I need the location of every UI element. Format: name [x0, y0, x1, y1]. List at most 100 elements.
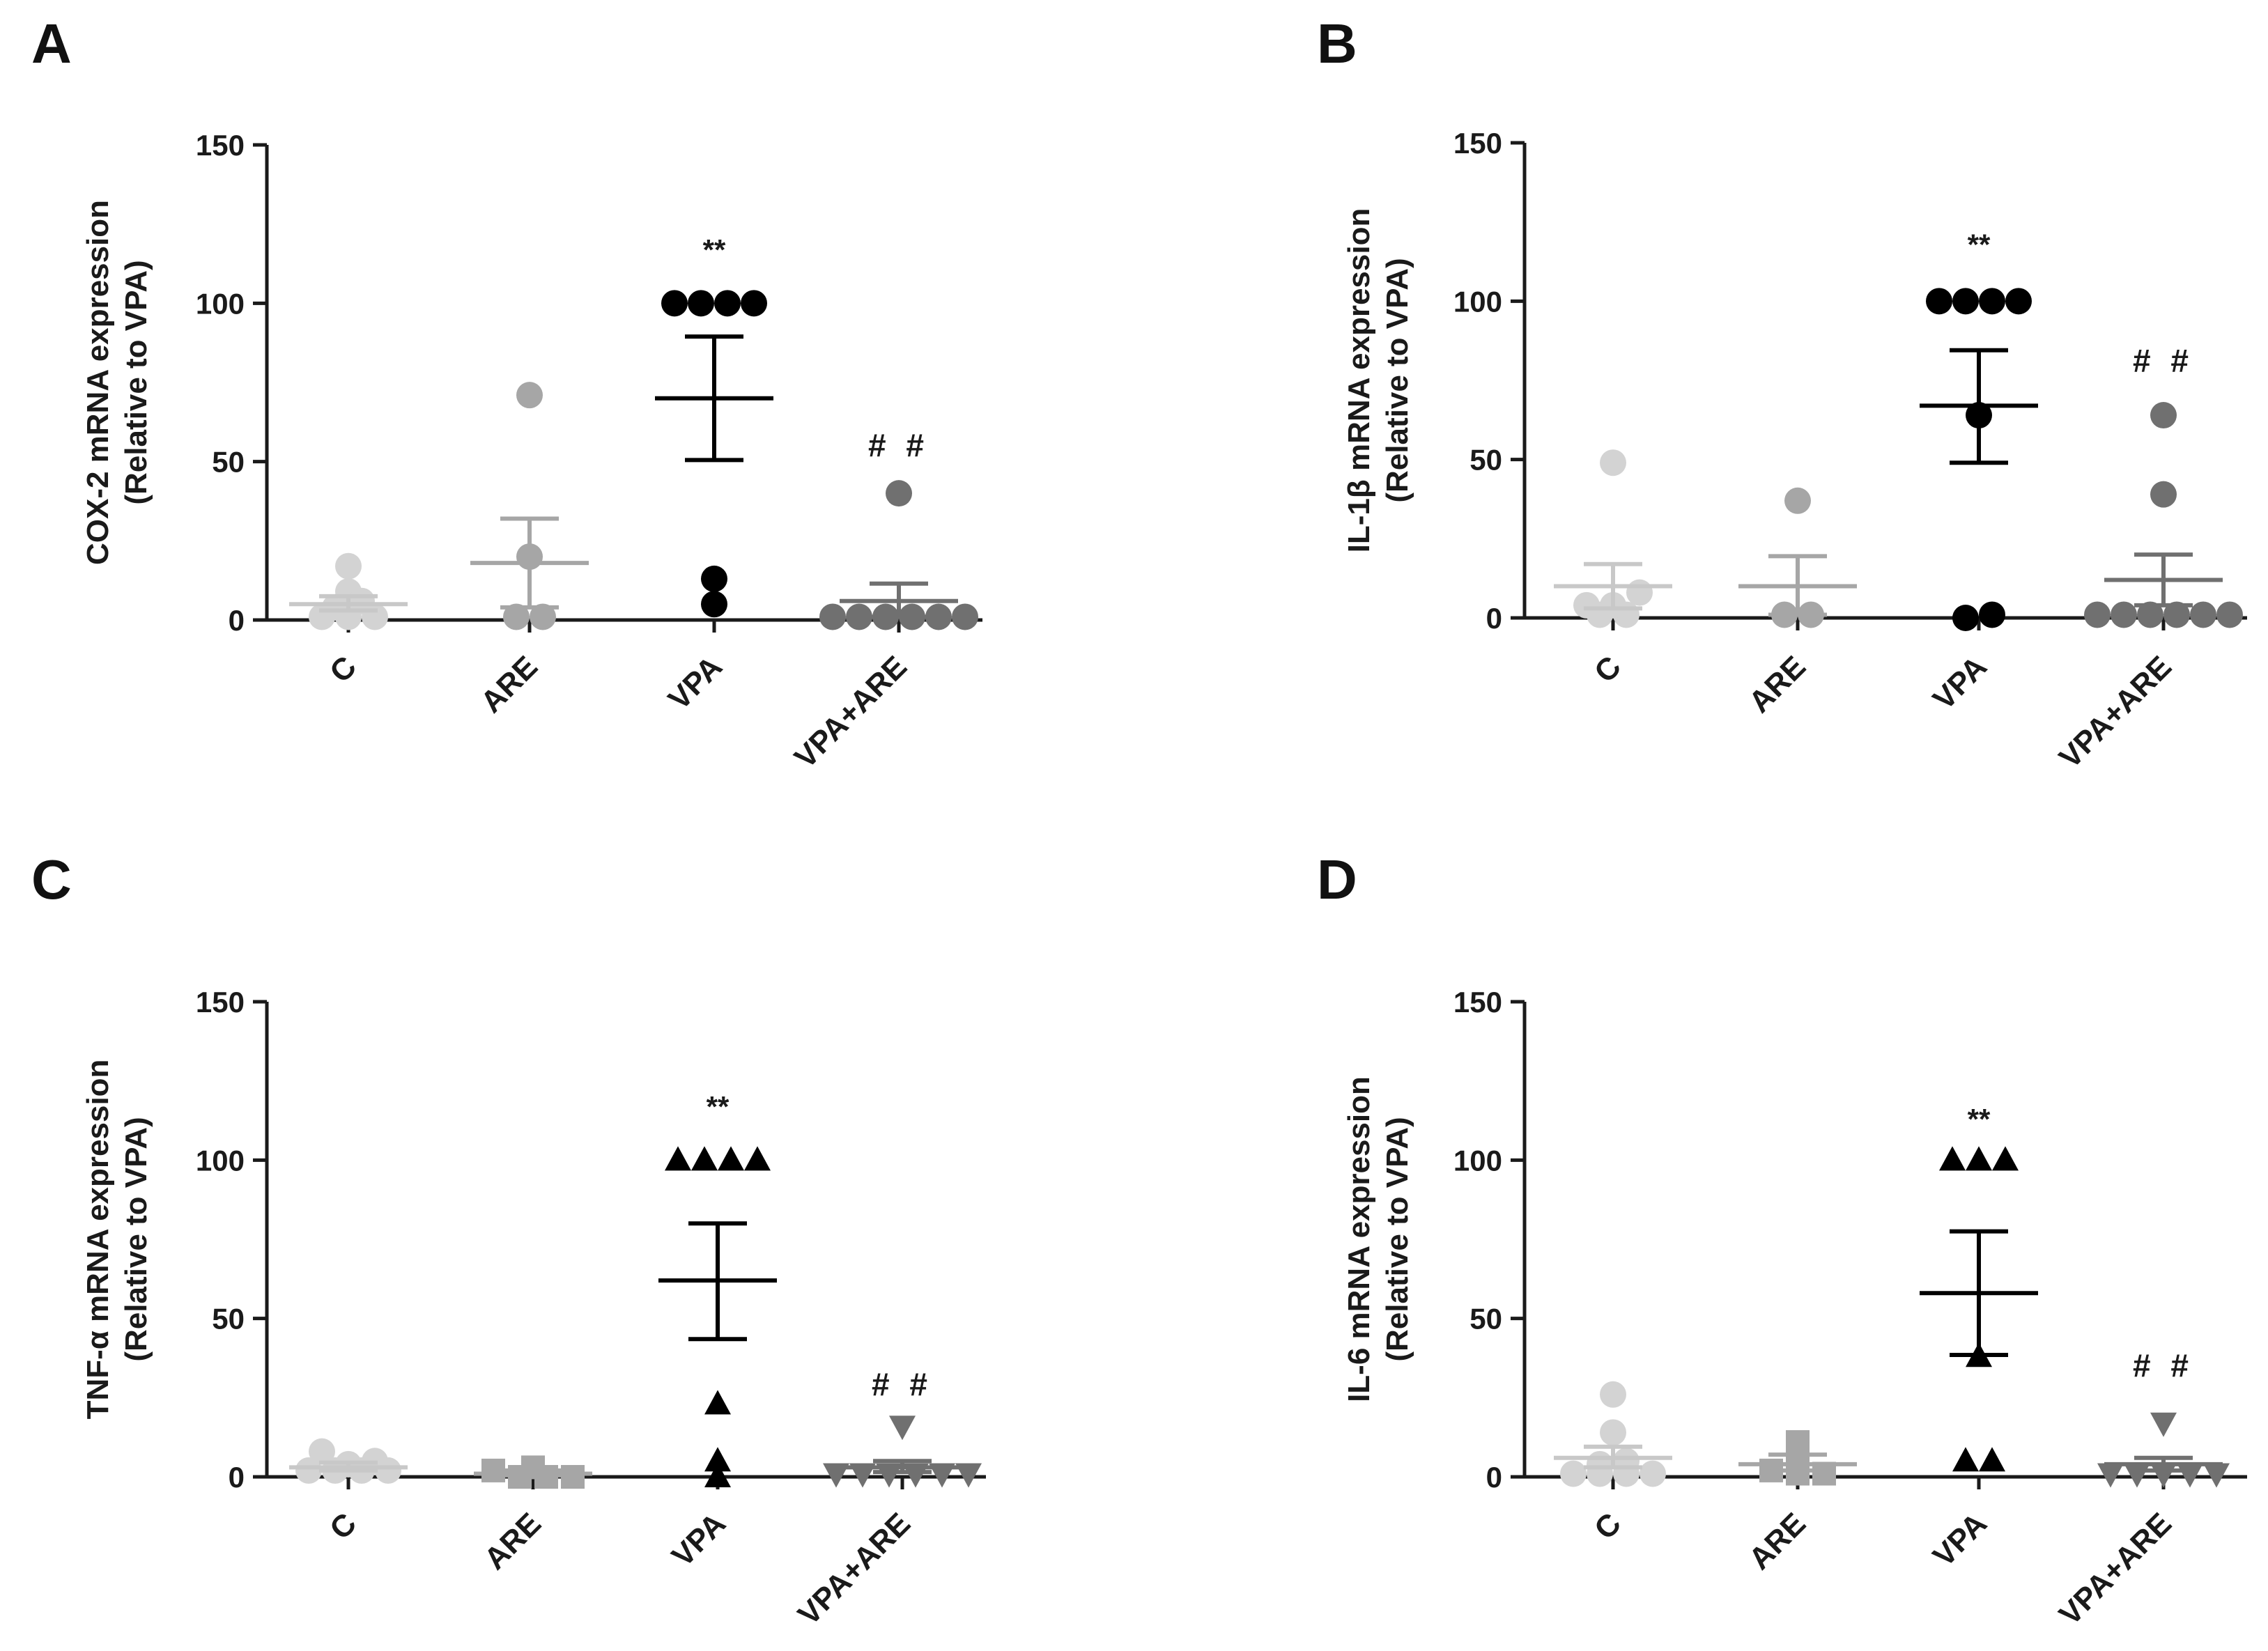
data-point	[704, 1447, 731, 1472]
data-point	[2203, 1463, 2230, 1488]
data-point	[1587, 1460, 1613, 1487]
x-category-label: ARE	[1743, 649, 1812, 719]
y-tick-label: 50	[212, 1303, 245, 1335]
data-point	[1600, 449, 1626, 476]
data-point	[1992, 1146, 2019, 1171]
y-tick-label: 50	[212, 446, 245, 479]
group-vpa	[655, 290, 773, 618]
data-point	[925, 603, 952, 630]
group-vpa	[1920, 1146, 2038, 1472]
data-point	[701, 565, 727, 592]
x-category-label: VPA	[662, 649, 729, 716]
data-point	[1939, 1146, 1966, 1171]
data-point	[846, 603, 872, 630]
data-point	[2137, 601, 2163, 628]
group-are	[1738, 1429, 1857, 1486]
y-tick-label: 150	[196, 986, 245, 1018]
significance-star-label: **	[703, 233, 726, 266]
y-tick-label: 0	[229, 1461, 245, 1494]
data-point	[295, 1457, 322, 1484]
data-point	[1560, 1460, 1587, 1487]
significance-hash-label: # #	[2133, 1347, 2194, 1383]
y-tick-label: 50	[1469, 1303, 1502, 1335]
data-point	[1952, 288, 1979, 315]
x-category-label: C	[323, 1506, 363, 1546]
data-point	[744, 1146, 771, 1171]
y-tick-label: 50	[1469, 444, 1502, 476]
group-vpa	[658, 1146, 777, 1487]
data-point	[2097, 1463, 2124, 1488]
x-category-label: VPA	[1927, 1506, 1993, 1573]
data-point	[1784, 487, 1811, 514]
data-point	[1966, 1146, 1992, 1171]
data-point	[1952, 605, 1979, 631]
group-vpa	[1920, 288, 2038, 631]
y-tick-label: 100	[1453, 285, 1502, 318]
y-tick-label: 0	[1486, 1461, 1502, 1494]
x-category-label: VPA	[665, 1506, 732, 1573]
data-point	[1626, 579, 1653, 606]
data-point	[823, 1463, 849, 1488]
data-point	[2005, 288, 2032, 315]
data-point	[1600, 1381, 1626, 1408]
data-point	[1786, 1429, 1810, 1454]
data-point	[1926, 288, 1952, 315]
data-point	[714, 290, 741, 317]
y-axis-title: COX-2 mRNA expression	[81, 200, 115, 565]
data-point	[309, 1438, 335, 1465]
data-point	[704, 1390, 731, 1415]
y-axis-title: IL-1β mRNA expression	[1342, 208, 1376, 553]
panel-letter: D	[1317, 848, 1357, 910]
data-point	[1979, 288, 2005, 315]
y-axis-title: (Relative to VPA)	[1380, 1117, 1414, 1361]
data-point	[2216, 601, 2243, 628]
y-tick-label: 150	[1453, 986, 1502, 1018]
panel-c: C TNF-α mRNA expression (Relative to VPA) 0…	[31, 848, 986, 1632]
x-category-label: VPA	[1927, 649, 1993, 716]
panel-letter: A	[31, 13, 72, 75]
data-point	[889, 1416, 916, 1441]
group-are	[474, 1455, 592, 1489]
x-category-label: C	[1588, 1506, 1628, 1546]
data-point	[1640, 1460, 1666, 1487]
panel-d: D IL-6 mRNA expression (Relative to VPA) 0 5…	[1317, 848, 2247, 1632]
significance-star-label: **	[707, 1090, 730, 1123]
group-c	[289, 1438, 408, 1484]
panel-letter: B	[1317, 13, 1357, 75]
group-vpa-plus-are	[2084, 402, 2243, 628]
data-point	[516, 382, 543, 409]
significance-star-label: **	[1968, 1103, 1991, 1135]
data-point	[335, 552, 362, 580]
data-point	[481, 1458, 505, 1482]
group-c	[1554, 1381, 1672, 1487]
data-point	[1952, 1447, 1979, 1472]
data-point	[701, 591, 727, 618]
data-point	[704, 1463, 731, 1487]
data-point	[530, 603, 556, 630]
data-point	[1600, 1419, 1626, 1446]
data-point	[688, 290, 714, 317]
data-point	[503, 603, 530, 630]
significance-hash-label: # #	[868, 427, 929, 463]
panel-letter: C	[31, 848, 72, 910]
x-category-label: ARE	[478, 1506, 548, 1576]
group-vpa-plus-are	[819, 480, 978, 630]
data-point	[718, 1146, 744, 1171]
data-point	[955, 1463, 982, 1488]
panel-a: A COX-2 mRNA expression (Relative to VPA) 0…	[31, 13, 982, 775]
group-vpa-plus-are	[2097, 1412, 2230, 1488]
significance-hash-label: # #	[872, 1366, 933, 1402]
significance-hash-label: # #	[2133, 343, 2194, 379]
data-point	[2163, 601, 2190, 628]
data-point	[1613, 1448, 1640, 1475]
data-point	[741, 290, 767, 317]
y-tick-label: 100	[196, 287, 245, 320]
y-axis-title: TNF-α mRNA expression	[81, 1060, 115, 1420]
y-tick-label: 150	[196, 129, 245, 162]
data-point	[665, 1146, 691, 1171]
x-category-label: C	[323, 649, 363, 689]
data-point	[819, 603, 846, 630]
data-point	[2190, 601, 2216, 628]
group-are	[1738, 487, 1857, 628]
